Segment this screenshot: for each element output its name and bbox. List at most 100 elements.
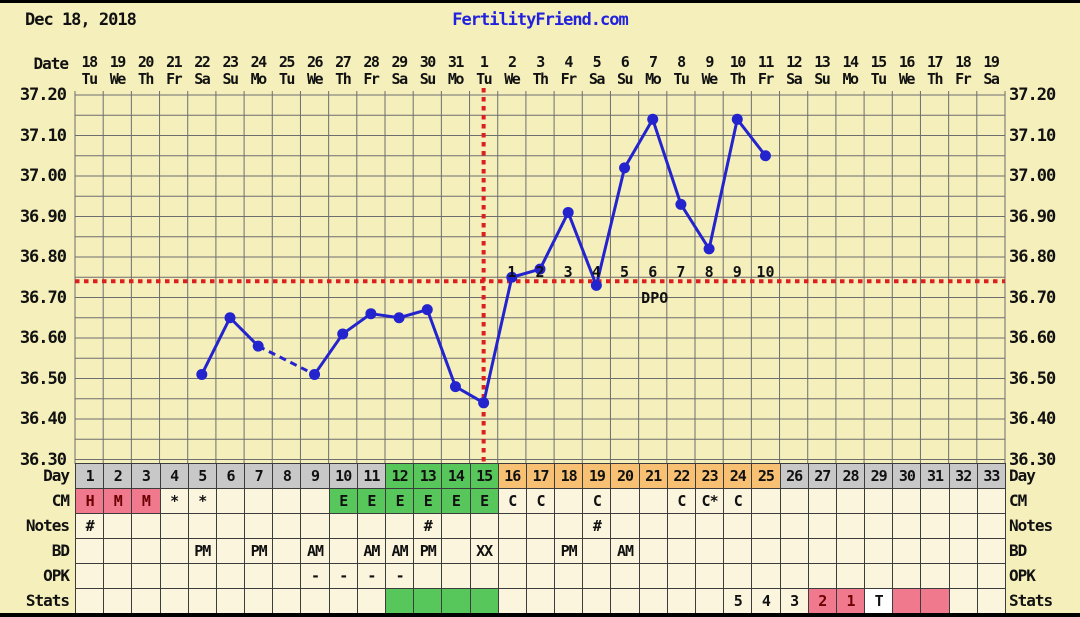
bd-cell[interactable] <box>779 538 809 564</box>
opk-cell[interactable] <box>187 563 217 589</box>
cm-cell[interactable] <box>300 488 330 514</box>
notes-cell[interactable] <box>131 513 161 539</box>
day-cell[interactable]: 15 <box>469 463 499 489</box>
stats-cell[interactable] <box>525 588 556 614</box>
stats-cell[interactable] <box>75 588 105 614</box>
opk-cell[interactable] <box>159 563 189 589</box>
stats-cell[interactable]: 2 <box>807 588 837 614</box>
cm-cell[interactable] <box>779 488 809 514</box>
stats-cell[interactable] <box>920 588 950 614</box>
opk-cell[interactable] <box>864 563 894 589</box>
cm-cell[interactable]: C <box>723 488 753 514</box>
cm-cell[interactable] <box>835 488 866 514</box>
stats-cell[interactable] <box>328 588 358 614</box>
opk-cell[interactable] <box>215 563 246 589</box>
stats-cell[interactable] <box>666 588 696 614</box>
bd-cell[interactable] <box>976 538 1006 564</box>
day-cell[interactable]: 31 <box>920 463 950 489</box>
notes-cell[interactable] <box>244 513 274 539</box>
cm-cell[interactable] <box>976 488 1006 514</box>
temp-point[interactable] <box>365 308 377 320</box>
day-cell[interactable]: 17 <box>525 463 556 489</box>
stats-cell[interactable] <box>554 588 584 614</box>
opk-cell[interactable] <box>441 563 471 589</box>
stats-cell[interactable] <box>413 588 443 614</box>
bd-cell[interactable]: AM <box>356 538 386 564</box>
day-cell[interactable]: 32 <box>948 463 978 489</box>
notes-cell[interactable] <box>159 513 189 539</box>
stats-cell[interactable]: 3 <box>779 588 809 614</box>
opk-cell[interactable] <box>779 563 809 589</box>
stats-cell[interactable] <box>215 588 246 614</box>
notes-cell[interactable] <box>666 513 696 539</box>
stats-cell[interactable] <box>159 588 189 614</box>
opk-cell[interactable] <box>695 563 725 589</box>
notes-cell[interactable] <box>807 513 837 539</box>
cm-cell[interactable]: E <box>328 488 358 514</box>
day-cell[interactable]: 8 <box>272 463 302 489</box>
day-cell[interactable]: 33 <box>976 463 1006 489</box>
stats-cell[interactable] <box>441 588 471 614</box>
cm-cell[interactable] <box>892 488 922 514</box>
cm-cell[interactable]: E <box>413 488 443 514</box>
opk-cell[interactable]: - <box>300 563 330 589</box>
temp-point[interactable] <box>590 279 602 291</box>
notes-cell[interactable]: # <box>75 513 105 539</box>
day-cell[interactable]: 4 <box>159 463 189 489</box>
notes-cell[interactable] <box>187 513 217 539</box>
notes-cell[interactable] <box>300 513 330 539</box>
cm-cell[interactable] <box>807 488 837 514</box>
day-cell[interactable]: 11 <box>356 463 386 489</box>
notes-cell[interactable] <box>328 513 358 539</box>
bd-cell[interactable] <box>328 538 358 564</box>
bd-cell[interactable]: AM <box>610 538 640 564</box>
opk-cell[interactable] <box>75 563 105 589</box>
notes-cell[interactable] <box>215 513 246 539</box>
notes-cell[interactable] <box>892 513 922 539</box>
notes-cell[interactable] <box>695 513 725 539</box>
temp-point[interactable] <box>478 397 490 409</box>
stats-cell[interactable] <box>610 588 640 614</box>
bd-cell[interactable] <box>695 538 725 564</box>
stats-cell[interactable] <box>244 588 274 614</box>
day-cell[interactable]: 7 <box>244 463 274 489</box>
day-cell[interactable]: 10 <box>328 463 358 489</box>
notes-cell[interactable] <box>779 513 809 539</box>
stats-cell[interactable] <box>948 588 978 614</box>
day-cell[interactable]: 12 <box>385 463 415 489</box>
cm-cell[interactable]: C <box>525 488 556 514</box>
cm-cell[interactable]: C <box>666 488 696 514</box>
notes-cell[interactable] <box>864 513 894 539</box>
cm-cell[interactable] <box>751 488 781 514</box>
opk-cell[interactable] <box>582 563 612 589</box>
stats-cell[interactable]: 1 <box>835 588 866 614</box>
notes-cell[interactable] <box>469 513 499 539</box>
notes-cell[interactable] <box>948 513 978 539</box>
bd-cell[interactable]: PM <box>554 538 584 564</box>
day-cell[interactable]: 16 <box>497 463 527 489</box>
bd-cell[interactable] <box>272 538 302 564</box>
bd-cell[interactable] <box>892 538 922 564</box>
temp-point[interactable] <box>506 271 518 283</box>
bd-cell[interactable]: XX <box>469 538 499 564</box>
bd-cell[interactable] <box>920 538 950 564</box>
opk-cell[interactable] <box>244 563 274 589</box>
bd-cell[interactable] <box>215 538 246 564</box>
stats-cell[interactable] <box>976 588 1006 614</box>
notes-cell[interactable] <box>835 513 866 539</box>
stats-cell[interactable] <box>638 588 668 614</box>
bd-cell[interactable] <box>103 538 133 564</box>
cm-cell[interactable]: E <box>469 488 499 514</box>
stats-cell[interactable]: 5 <box>723 588 753 614</box>
temp-point[interactable] <box>337 328 349 340</box>
bd-cell[interactable] <box>751 538 781 564</box>
bd-cell[interactable] <box>159 538 189 564</box>
opk-cell[interactable] <box>835 563 866 589</box>
notes-cell[interactable] <box>723 513 753 539</box>
bd-cell[interactable] <box>666 538 696 564</box>
opk-cell[interactable] <box>131 563 161 589</box>
cm-cell[interactable]: E <box>385 488 415 514</box>
opk-cell[interactable] <box>497 563 527 589</box>
temp-point[interactable] <box>309 368 321 380</box>
